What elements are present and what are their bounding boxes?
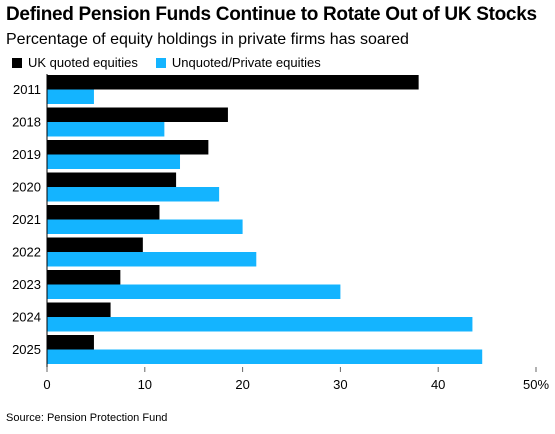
- legend-item-uk-quoted: UK quoted equities: [12, 55, 138, 70]
- bar-uk-quoted-2023: [47, 270, 121, 285]
- bar-unquoted-2023: [47, 284, 341, 299]
- y-tick-label-2023: 2023: [12, 277, 41, 292]
- bar-uk-quoted-2025: [47, 335, 94, 350]
- bar-unquoted-2021: [47, 219, 243, 234]
- source-note: Source: Pension Protection Fund: [6, 412, 168, 424]
- bar-unquoted-2025: [47, 349, 483, 364]
- bar-unquoted-2019: [47, 154, 181, 169]
- bar-uk-quoted-2011: [47, 75, 419, 90]
- bar-unquoted-2020: [47, 187, 220, 202]
- y-tick-label-2024: 2024: [12, 310, 41, 325]
- legend-label-uk-quoted: UK quoted equities: [28, 55, 138, 70]
- y-tick-label-2018: 2018: [12, 115, 41, 130]
- bar-uk-quoted-2021: [47, 205, 160, 220]
- bar-uk-quoted-2022: [47, 237, 143, 252]
- bar-uk-quoted-2018: [47, 107, 228, 122]
- x-tick-label-30: 30: [333, 377, 347, 392]
- bar-uk-quoted-2020: [47, 172, 177, 187]
- x-tick-label-10: 10: [138, 377, 152, 392]
- y-tick-label-2025: 2025: [12, 342, 41, 357]
- legend-label-unquoted: Unquoted/Private equities: [171, 55, 321, 70]
- x-tick-label-40: 40: [431, 377, 445, 392]
- legend-item-unquoted: Unquoted/Private equities: [155, 55, 321, 70]
- bar-unquoted-2022: [47, 252, 257, 267]
- bar-unquoted-2018: [47, 122, 165, 137]
- bar-unquoted-2024: [47, 317, 473, 332]
- y-tick-label-2020: 2020: [12, 180, 41, 195]
- x-tick-label-0: 0: [43, 377, 50, 392]
- x-tick-label-20: 20: [235, 377, 249, 392]
- chart-subtitle: Percentage of equity holdings in private…: [6, 31, 409, 48]
- chart-legend: UK quoted equities Unquoted/Private equi…: [12, 55, 321, 70]
- y-tick-label-2022: 2022: [12, 245, 41, 260]
- bar-unquoted-2011: [47, 89, 94, 104]
- y-tick-label-2021: 2021: [12, 212, 41, 227]
- y-tick-label-2019: 2019: [12, 147, 41, 162]
- bar-uk-quoted-2019: [47, 140, 209, 155]
- bar-uk-quoted-2024: [47, 302, 111, 317]
- y-tick-label-2011: 2011: [13, 82, 41, 97]
- legend-swatch-unquoted: [155, 57, 166, 68]
- chart-title: Defined Pension Funds Continue to Rotate…: [6, 4, 537, 25]
- x-tick-label-50: 50%: [523, 377, 549, 392]
- legend-swatch-uk-quoted: [12, 57, 22, 68]
